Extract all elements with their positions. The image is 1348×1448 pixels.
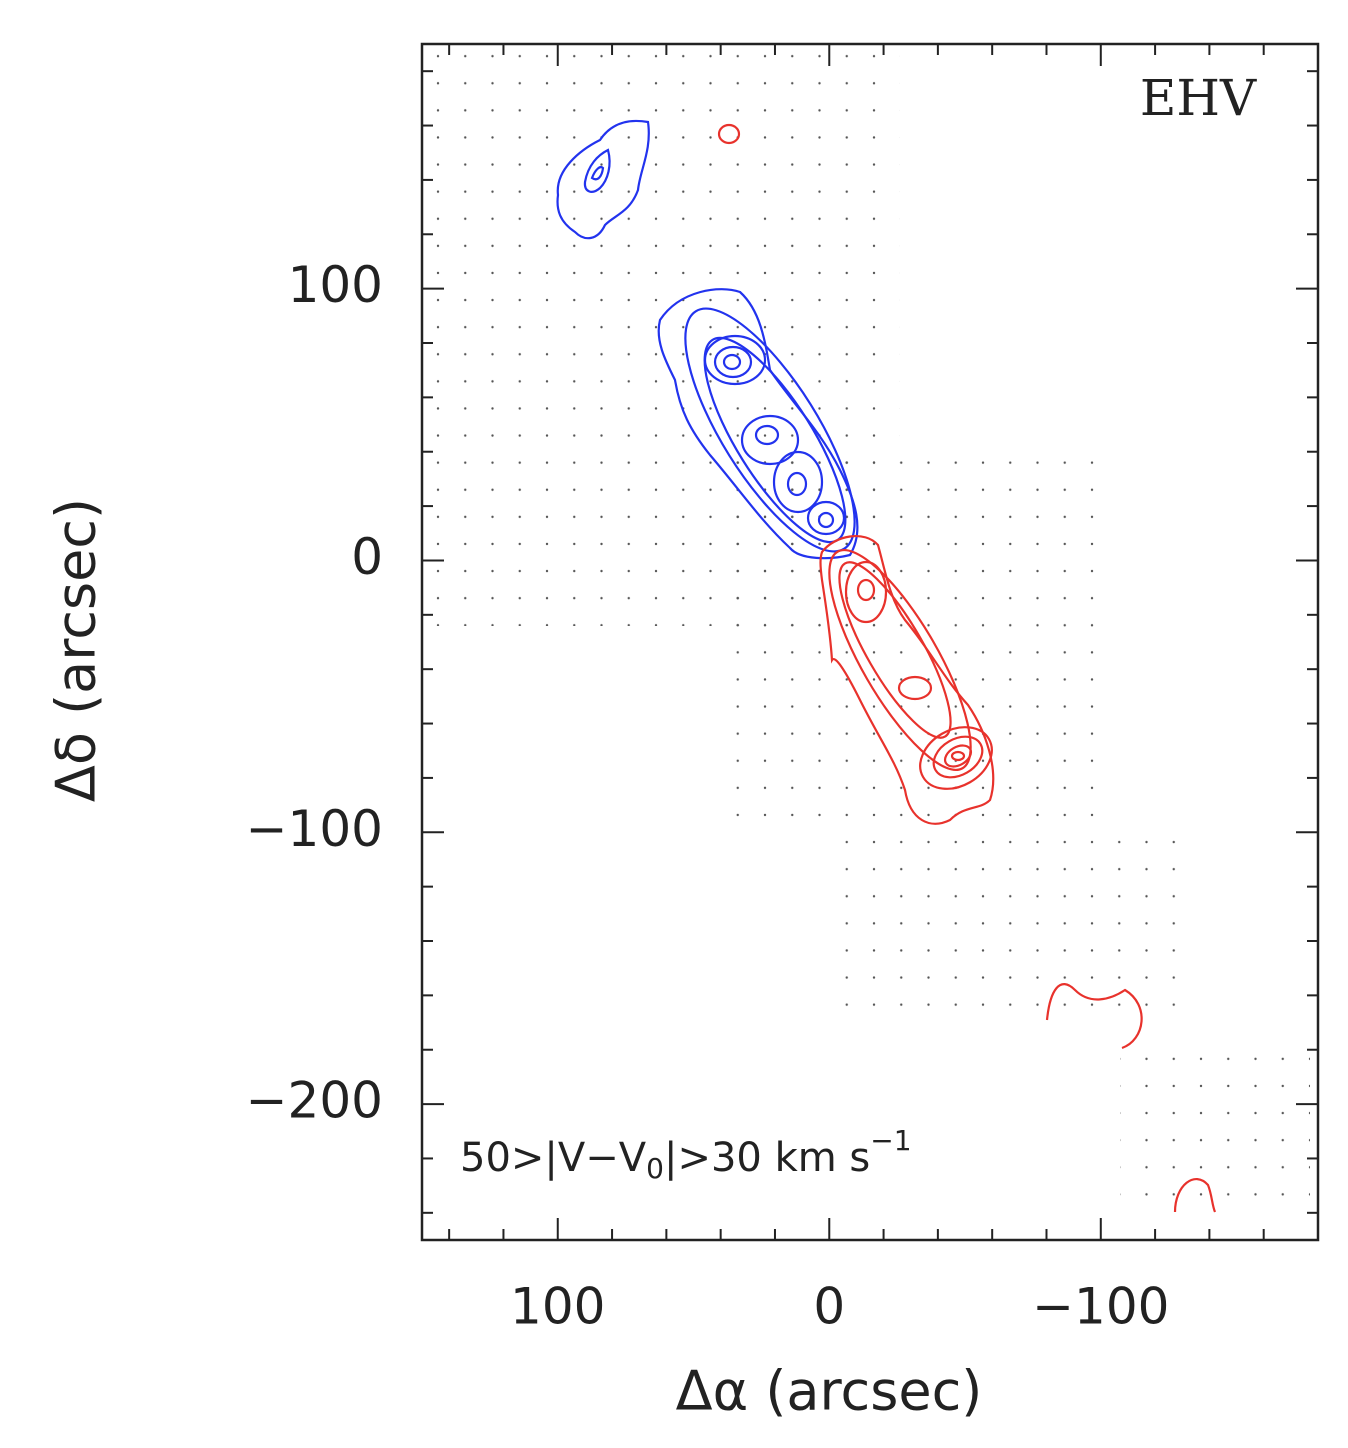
dotted-background [430, 46, 1310, 1220]
velocity-sup: −1 [870, 1124, 911, 1157]
blue-contours [556, 119, 859, 560]
velocity-label: 50>|V−V0|>30 km s−1 [460, 1124, 912, 1185]
y-axis-label: Δδ (arcsec) [45, 498, 108, 802]
x-tick-label: −100 [1032, 1278, 1169, 1336]
plot-frame [420, 42, 1320, 1242]
x-tick-label: 0 [813, 1278, 845, 1336]
x-axis-label: Δα (arcsec) [676, 1360, 983, 1423]
velocity-sub: 0 [646, 1152, 664, 1185]
red-contours [717, 123, 1217, 1213]
y-tick-label: −100 [246, 800, 383, 858]
x-tick-label: 100 [510, 1278, 605, 1336]
y-tick-label: 100 [288, 256, 383, 314]
velocity-text: 50>|V−V [460, 1135, 647, 1181]
annotation: EHV [1140, 69, 1257, 127]
y-tick-label: 0 [351, 528, 383, 586]
velocity-after: |>30 km s [664, 1135, 870, 1181]
y-tick-label: −200 [246, 1072, 383, 1130]
